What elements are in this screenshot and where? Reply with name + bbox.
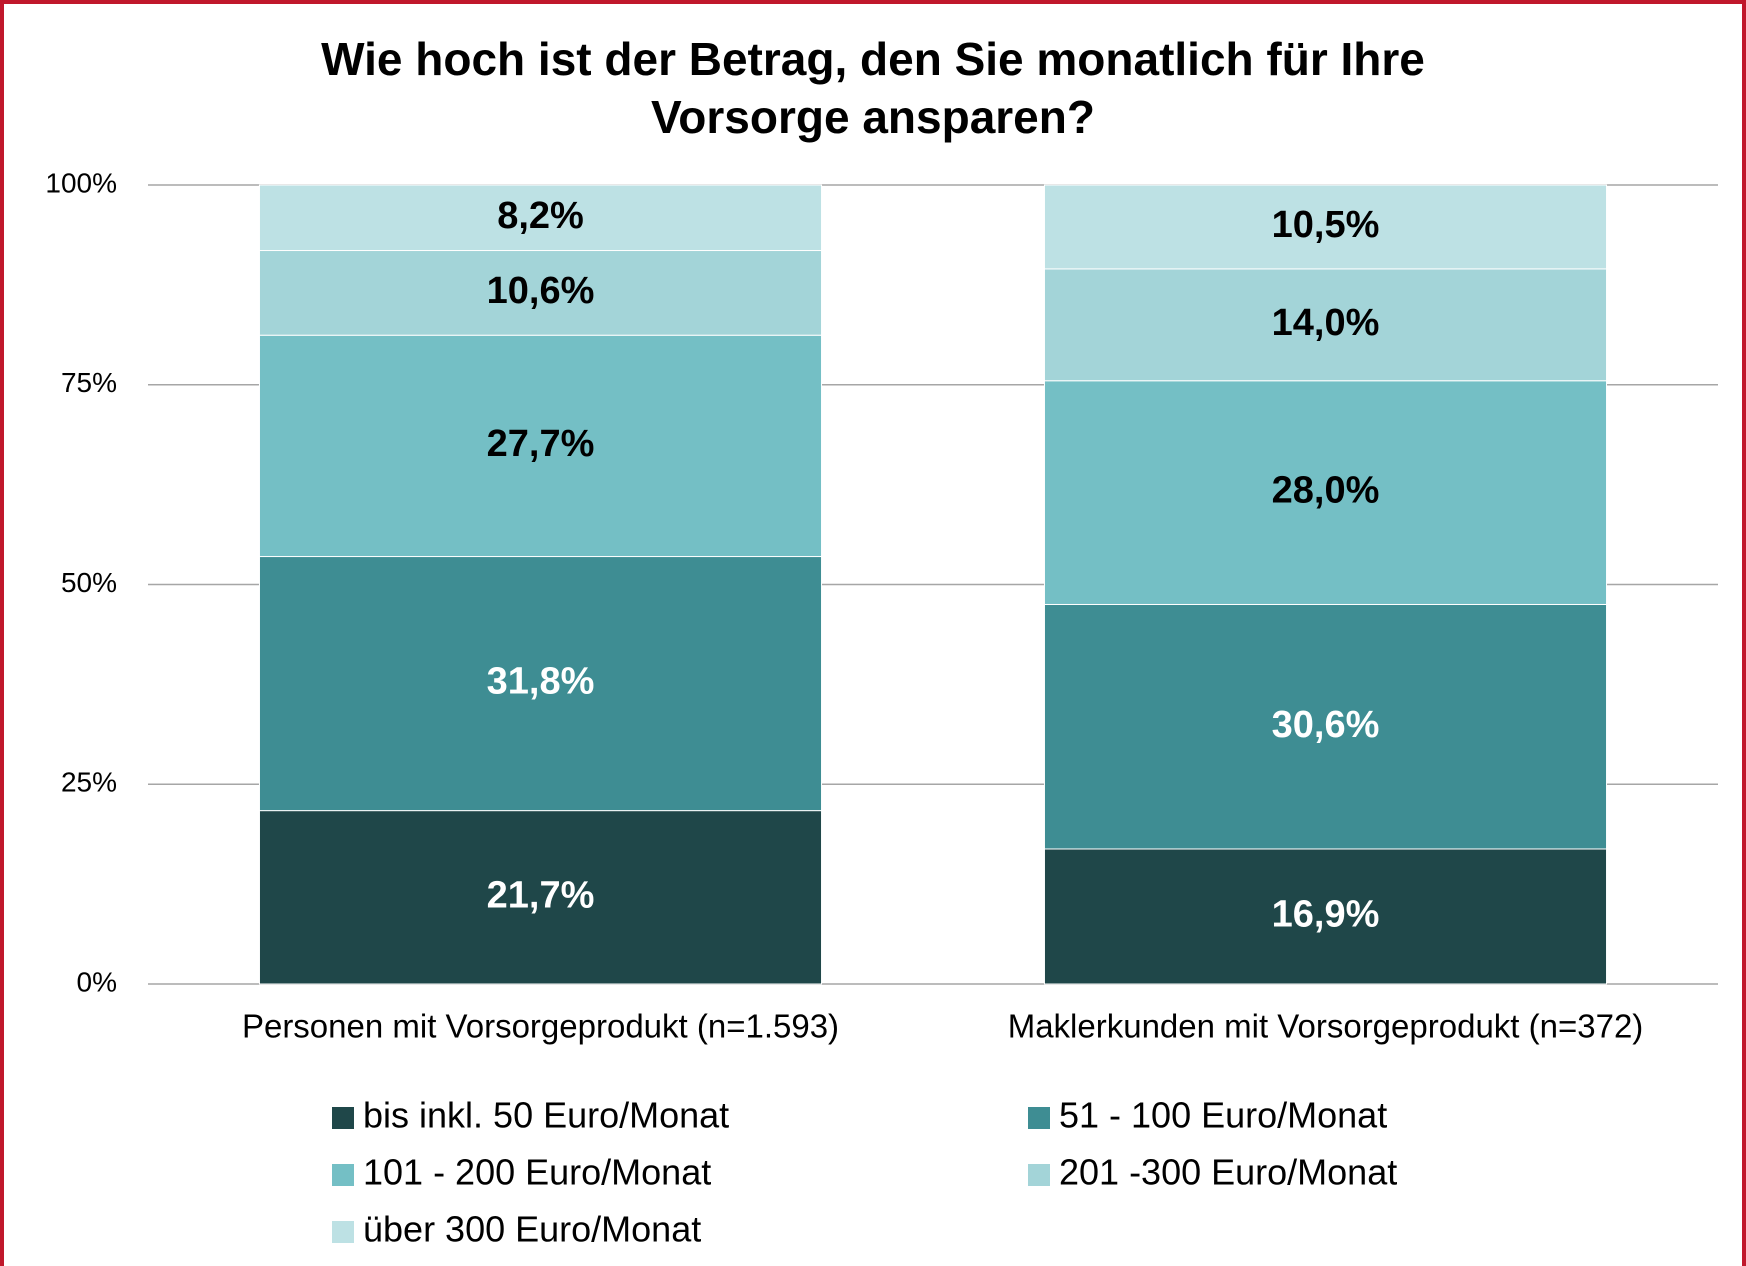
- data-label: 21,7%: [487, 874, 595, 916]
- legend-swatch: [1028, 1164, 1050, 1186]
- y-tick-label: 100%: [45, 167, 117, 198]
- data-label: 10,6%: [487, 270, 595, 312]
- bar-segment: [258, 184, 823, 252]
- legend-label: bis inkl. 50 Euro/Monat: [363, 1095, 729, 1136]
- y-tick-label: 0%: [77, 966, 117, 997]
- legend-swatch: [1028, 1107, 1050, 1129]
- data-label: 31,8%: [487, 661, 595, 703]
- legend-swatch: [332, 1164, 354, 1186]
- bar-segment: [258, 556, 823, 812]
- data-label: 10,5%: [1272, 204, 1380, 246]
- legend-label: 101 - 200 Euro/Monat: [363, 1152, 711, 1193]
- data-label: 30,6%: [1272, 704, 1380, 746]
- x-tick-label: Personen mit Vorsorgeprodukt (n=1.593): [242, 1008, 839, 1045]
- bar-segment: [1043, 848, 1608, 985]
- x-tick-label: Maklerkunden mit Vorsorgeprodukt (n=372): [1008, 1008, 1644, 1045]
- bar-segment: [258, 810, 823, 985]
- legend-swatch: [332, 1221, 354, 1243]
- y-tick-label: 75%: [61, 367, 117, 398]
- y-tick-label: 25%: [61, 767, 117, 798]
- data-label: 14,0%: [1272, 302, 1380, 344]
- bar-segment: [1043, 380, 1608, 605]
- data-label: 28,0%: [1272, 470, 1380, 512]
- bar-segment: [1043, 184, 1608, 270]
- data-label: 16,9%: [1272, 894, 1380, 936]
- y-tick-label: 50%: [61, 567, 117, 598]
- legend-label: 51 - 100 Euro/Monat: [1059, 1095, 1387, 1136]
- legend-label: 201 -300 Euro/Monat: [1059, 1152, 1397, 1193]
- data-label: 27,7%: [487, 423, 595, 465]
- data-label: 8,2%: [497, 195, 584, 237]
- chart-title: Wie hoch ist der Betrag, den Sie monatli…: [321, 33, 1425, 143]
- legend-swatch: [332, 1107, 354, 1129]
- legend-label: über 300 Euro/Monat: [363, 1209, 701, 1250]
- bar-segment: [1043, 603, 1608, 850]
